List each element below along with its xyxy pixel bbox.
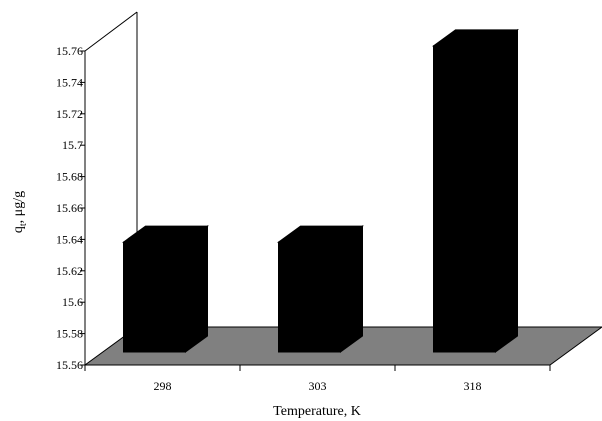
- y-tick-label: 15.62: [56, 264, 83, 278]
- y-axis-title: qt, μg/g: [11, 191, 29, 233]
- y-tick-label: 15.72: [56, 107, 83, 121]
- y-axis-title-rest: , μg/g: [11, 191, 26, 223]
- x-axis: 298 303 318: [84, 364, 551, 393]
- bar-303: [276, 225, 365, 353]
- bar-318: [431, 28, 520, 353]
- y-tick-label: 15.6: [62, 295, 83, 309]
- bars: [121, 28, 520, 353]
- y-tick-label: 15.66: [56, 201, 83, 215]
- bar-front: [278, 241, 341, 353]
- y-tick-label: 15.68: [56, 170, 83, 184]
- bar-298: [121, 225, 210, 353]
- x-tick-label: 318: [464, 379, 482, 393]
- x-tick-label: 298: [154, 379, 172, 393]
- bar-side: [185, 225, 208, 353]
- y-tick-label: 15.64: [56, 232, 83, 246]
- y-tick-label: 15.56: [56, 358, 83, 372]
- y-axis-title-main: q: [11, 226, 26, 233]
- bar-front: [123, 241, 186, 353]
- bar-front: [433, 45, 496, 353]
- bar-side: [495, 28, 518, 353]
- side-wall-top-edge: [84, 11, 138, 52]
- y-axis: 15.56 15.58 15.6 15.62 15.64 15.66 15.68 15.7 15…: [56, 44, 86, 372]
- y-tick-label: 15.7: [62, 138, 83, 152]
- y-tick-label: 15.76: [56, 44, 83, 58]
- y-tick-label: 15.74: [56, 75, 83, 89]
- y-tick-label: 15.58: [56, 327, 83, 341]
- y-axis-title-subscript: t: [18, 223, 29, 226]
- bar-side: [340, 225, 363, 353]
- x-axis-title: Temperature, K: [273, 404, 361, 419]
- x-tick-label: 303: [309, 379, 327, 393]
